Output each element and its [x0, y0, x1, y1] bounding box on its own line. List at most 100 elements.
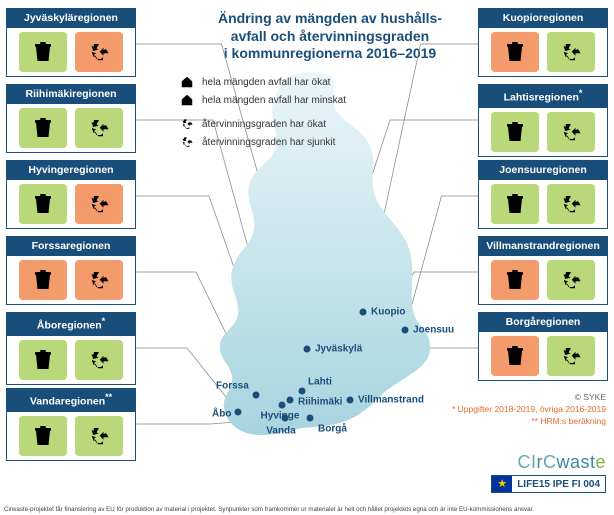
region-name: Forssaregionen [6, 236, 136, 256]
waste-amount-indicator [19, 340, 67, 380]
city-dot [304, 346, 311, 353]
waste-amount-indicator [491, 184, 539, 224]
region-body [478, 108, 608, 157]
waste-amount-indicator [19, 260, 67, 300]
city-dot [402, 327, 409, 334]
recycling-rate-indicator [547, 336, 595, 376]
region-card: Åboregionen* [6, 312, 136, 385]
city-dot [347, 397, 354, 404]
region-name: Jyväskyläregionen [6, 8, 136, 28]
city-label: Hyvinge [261, 411, 300, 422]
region-name: Riihimäkiregionen [6, 84, 136, 104]
region-name: Åboregionen* [6, 312, 136, 336]
recycling-rate-indicator [547, 184, 595, 224]
city-dot [253, 392, 260, 399]
region-card: Hyvingeregionen [6, 160, 136, 229]
recycling-rate-indicator [547, 32, 595, 72]
recycle-icon [178, 134, 196, 150]
legend-label: återvinningsgraden har sjunkit [202, 137, 335, 148]
city-dot [287, 397, 294, 404]
region-body [6, 104, 136, 153]
region-card: Lahtisregionen* [478, 84, 608, 157]
legend-label: hela mängden avfall har ökat [202, 77, 330, 88]
region-body [478, 28, 608, 77]
city-label: Jyväskylä [315, 344, 362, 355]
city-label: Villmanstrand [358, 395, 424, 406]
legend-row: hela mängden avfall har ökat [178, 74, 438, 90]
copyright-syke: © SYKE [575, 392, 606, 402]
city-dot [307, 415, 314, 422]
city-dot [299, 388, 306, 395]
city-dot [279, 402, 286, 409]
region-body [6, 336, 136, 385]
region-name: Vandaregionen** [6, 388, 136, 412]
region-body [6, 256, 136, 305]
branding-block: CIrCwaste ★ LIFE15 IPE FI 004 [491, 452, 606, 493]
recycle-icon [178, 116, 196, 132]
region-card: Vandaregionen** [6, 388, 136, 461]
region-body [6, 412, 136, 461]
waste-amount-indicator [19, 32, 67, 72]
city-dot [282, 415, 289, 422]
recycling-rate-indicator [75, 184, 123, 224]
region-name: Hyvingeregionen [6, 160, 136, 180]
region-name: Kuopioregionen [478, 8, 608, 28]
region-body [478, 332, 608, 381]
footnote-1: * Uppgifter 2018-2019, övriga 2016-2019 [452, 404, 606, 414]
region-body [6, 180, 136, 229]
disclaimer-text: Cirwaste-projektet får finansiering av E… [4, 506, 610, 513]
waste-amount-indicator [491, 336, 539, 376]
recycling-rate-indicator [547, 112, 595, 152]
city-label: Riihimäki [298, 397, 342, 408]
infographic-canvas: Ändring av mängden av hushålls- avfall o… [0, 0, 614, 515]
region-card: Joensuuregionen [478, 160, 608, 229]
region-name: Joensuuregionen [478, 160, 608, 180]
city-dot [360, 309, 367, 316]
city-label: Vanda [266, 426, 295, 437]
eu-flag-icon: ★ [492, 476, 512, 492]
life-code: LIFE15 IPE FI 004 [512, 478, 605, 491]
region-card: Jyväskyläregionen [6, 8, 136, 77]
city-label: Åbo [212, 409, 231, 420]
recycling-rate-indicator [75, 416, 123, 456]
region-card: Riihimäkiregionen [6, 84, 136, 153]
waste-amount-indicator [491, 260, 539, 300]
recycling-rate-indicator [547, 260, 595, 300]
waste-amount-indicator [19, 184, 67, 224]
recycling-rate-indicator [75, 260, 123, 300]
recycling-rate-indicator [75, 340, 123, 380]
region-body [478, 180, 608, 229]
footnote-2: ** HRM:s beräkning [531, 416, 606, 426]
region-name: Villmanstrandregionen [478, 236, 608, 256]
legend: hela mängden avfall har ökat hela mängde… [178, 74, 438, 152]
region-name: Lahtisregionen* [478, 84, 608, 108]
house-icon [178, 92, 196, 108]
region-body [478, 256, 608, 305]
region-body [6, 28, 136, 77]
waste-amount-indicator [491, 112, 539, 152]
region-card: Borgåregionen [478, 312, 608, 381]
city-label: Kuopio [371, 307, 405, 318]
legend-row: hela mängden avfall har minskat [178, 92, 438, 108]
city-label: Joensuu [413, 325, 454, 336]
region-card: Kuopioregionen [478, 8, 608, 77]
waste-amount-indicator [19, 416, 67, 456]
recycling-rate-indicator [75, 32, 123, 72]
waste-amount-indicator [491, 32, 539, 72]
city-label: Lahti [308, 377, 332, 388]
recycling-rate-indicator [75, 108, 123, 148]
waste-amount-indicator [19, 108, 67, 148]
legend-label: hela mängden avfall har minskat [202, 95, 346, 106]
region-card: Forssaregionen [6, 236, 136, 305]
city-label: Forssa [216, 381, 249, 392]
legend-label: återvinningsgraden har ökat [202, 119, 326, 130]
region-card: Villmanstrandregionen [478, 236, 608, 305]
circwaste-logo: CIrCwaste [517, 452, 606, 473]
life-badge: ★ LIFE15 IPE FI 004 [491, 475, 606, 493]
region-name: Borgåregionen [478, 312, 608, 332]
legend-row: återvinningsgraden har sjunkit [178, 134, 438, 150]
house-icon [178, 74, 196, 90]
legend-row: återvinningsgraden har ökat [178, 116, 438, 132]
city-dot [235, 409, 242, 416]
city-label: Borgå [318, 424, 347, 435]
